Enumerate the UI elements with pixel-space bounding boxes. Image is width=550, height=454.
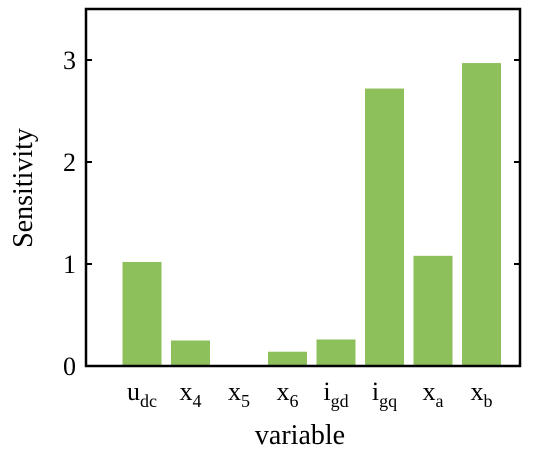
y-tick-label-3: 3 [63, 46, 76, 75]
bar-x-b [462, 63, 501, 367]
bar-x-a [413, 255, 453, 366]
x-tick-label-x-4: x4 [180, 377, 202, 411]
x-tick-label-x-b: xb [471, 377, 493, 411]
x-tick-label-x-5: x5 [228, 377, 250, 411]
y-tick-label-0: 0 [63, 352, 76, 381]
bar-x-4 [171, 340, 210, 366]
bar-i-gd [316, 339, 356, 366]
x-tick-label-i-gd: igd [323, 377, 348, 411]
y-axis-ticks: 0 1 2 3 [63, 46, 520, 381]
plot-frame [84, 7, 522, 368]
bars-group [122, 63, 501, 367]
bar-x-6 [268, 351, 307, 366]
y-tick-label-1: 1 [63, 250, 76, 279]
y-tick-label-2: 2 [63, 148, 76, 177]
y-axis-label: Sensitivity [8, 128, 39, 248]
x-tick-label-x-a: xa [423, 377, 444, 411]
x-axis-tick-labels: udc x4 x5 x6 igd igq xa xb [127, 377, 493, 411]
x-tick-label-u-dc: udc [127, 377, 157, 411]
bar-i-gq [365, 88, 404, 366]
bar-u-dc [122, 261, 162, 366]
x-tick-label-i-gq: igq [372, 377, 397, 411]
x-tick-label-x-6: x6 [277, 377, 299, 411]
x-axis-label: variable [255, 420, 345, 451]
